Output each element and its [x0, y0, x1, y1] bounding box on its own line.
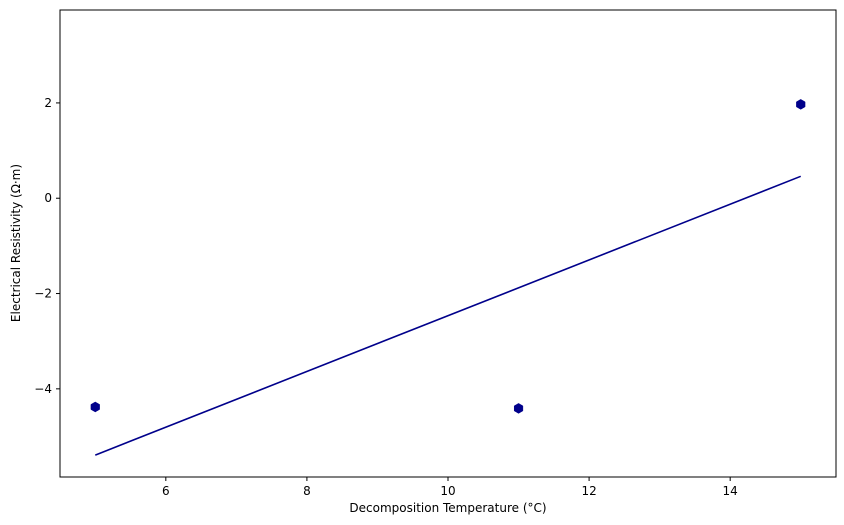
x-axis-label: Decomposition Temperature (°C) — [349, 501, 546, 515]
trend-line — [94, 175, 802, 456]
y-axis: 2 0 −2 −4 — [34, 96, 60, 396]
y-tick-label: −4 — [34, 382, 52, 396]
x-tick-label: 8 — [303, 484, 311, 498]
y-tick-label: 2 — [44, 96, 52, 110]
y-tick-label: −2 — [34, 287, 52, 301]
y-tick-label: 0 — [44, 191, 52, 205]
plot-area — [60, 10, 836, 477]
x-tick-label: 12 — [581, 484, 596, 498]
x-tick-label: 14 — [723, 484, 738, 498]
x-axis: 6 8 10 12 14 — [162, 477, 738, 498]
data-point — [90, 401, 100, 413]
data-point — [796, 99, 806, 110]
y-axis-label: Electrical Resistivity (Ω·m) — [9, 164, 23, 322]
x-tick-label: 6 — [162, 484, 170, 498]
data-point — [513, 403, 524, 414]
data-layer — [90, 99, 806, 456]
x-tick-label: 10 — [440, 484, 455, 498]
